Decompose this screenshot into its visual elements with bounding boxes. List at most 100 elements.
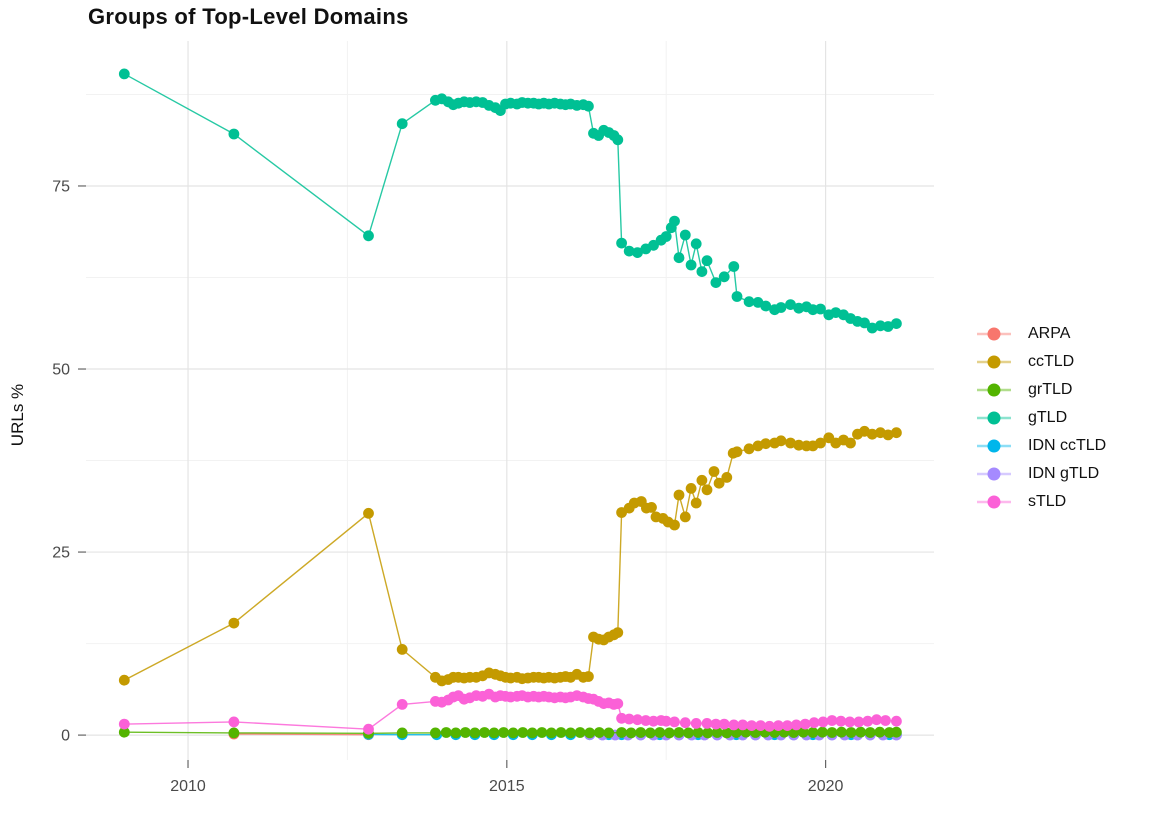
data-point-grtld <box>574 727 586 738</box>
x-tick-label: 2015 <box>489 778 525 795</box>
data-point-grtld <box>625 727 637 739</box>
legend-label-arpa: ARPA <box>1028 325 1071 342</box>
data-point-gtld <box>679 229 691 241</box>
data-point-cctld <box>731 446 743 458</box>
data-point-grtld <box>673 727 685 738</box>
data-point-gtld <box>696 266 708 277</box>
data-point-gtld <box>228 128 240 140</box>
data-point-stld <box>844 716 856 728</box>
data-point-grtld <box>460 727 471 738</box>
legend-label-idn-cctld: IDN ccTLD <box>1028 437 1107 454</box>
data-point-stld <box>612 698 624 709</box>
data-point-stld <box>871 714 882 726</box>
series-points-stld <box>118 688 902 735</box>
data-point-grtld <box>469 727 481 739</box>
data-point-grtld <box>664 727 675 739</box>
data-point-grtld <box>721 727 733 739</box>
data-point-grtld <box>555 727 567 738</box>
legend-item-gtld: gTLD <box>976 404 1106 432</box>
data-point-cctld <box>669 519 680 531</box>
data-point-grtld <box>584 727 596 739</box>
legend-key-grtld <box>977 383 1011 397</box>
data-point-grtld <box>228 727 240 739</box>
data-point-cctld <box>785 437 796 449</box>
data-point-grtld <box>396 727 408 739</box>
data-point-grtld <box>616 727 627 738</box>
data-point-stld <box>799 718 811 730</box>
data-point-gtld <box>673 252 685 264</box>
legend: ARPA ccTLD grTLD gTLD IDN ccTLD IDN gTLD sTLD <box>976 320 1106 516</box>
data-point-gtld <box>785 299 796 310</box>
x-tick-label: 2010 <box>170 778 206 795</box>
data-point-stld <box>746 720 757 731</box>
data-point-grtld <box>864 727 876 738</box>
data-point-grtld <box>593 727 605 738</box>
data-point-gtld <box>363 230 374 242</box>
series-points-gtld <box>118 68 902 334</box>
y-tick-label: 0 <box>61 728 70 745</box>
data-point-grtld <box>546 727 557 739</box>
data-point-cctld <box>696 474 708 486</box>
data-point-stld <box>891 715 902 727</box>
data-point-stld <box>862 715 874 727</box>
data-point-gtld <box>815 303 826 315</box>
data-point-gtld <box>660 231 672 242</box>
data-point-grtld <box>488 727 500 739</box>
data-point-gtld <box>760 300 772 312</box>
data-point-gtld <box>632 247 643 258</box>
data-point-cctld <box>646 502 657 513</box>
data-point-gtld <box>866 322 878 334</box>
legend-item-idn-gtld: IDN gTLD <box>976 460 1106 488</box>
data-point-stld <box>817 716 829 728</box>
data-point-grtld <box>430 727 441 739</box>
data-point-cctld <box>228 617 240 629</box>
legend-label-idn-gtld: IDN gTLD <box>1028 465 1100 482</box>
data-point-stld <box>718 718 730 730</box>
data-point-gtld <box>648 239 659 251</box>
data-point-gtld <box>669 215 680 227</box>
data-point-gtld <box>701 255 713 267</box>
data-point-stld <box>669 716 680 728</box>
data-point-grtld <box>855 726 867 738</box>
data-point-grtld <box>498 727 509 738</box>
data-point-grtld <box>807 727 819 738</box>
data-point-gtld <box>710 277 722 288</box>
data-point-cctld <box>743 443 755 455</box>
data-point-cctld <box>363 507 374 519</box>
data-point-cctld <box>760 438 772 450</box>
data-point-grtld <box>692 727 704 738</box>
series-line-gtld <box>123 73 897 329</box>
data-point-gtld <box>859 317 870 329</box>
data-point-stld <box>826 715 838 726</box>
data-point-stld <box>853 716 865 728</box>
legend-item-grtld: grTLD <box>976 376 1106 404</box>
legend-key-stld <box>977 495 1011 509</box>
data-point-cctld <box>713 477 725 489</box>
data-point-grtld <box>440 727 452 738</box>
legend-item-cctld: ccTLD <box>976 348 1106 376</box>
data-point-cctld <box>882 429 894 441</box>
legend-label-grtld: grTLD <box>1028 381 1073 398</box>
data-point-gtld <box>583 100 594 112</box>
data-point-gtld <box>728 261 740 272</box>
data-point-stld <box>396 699 408 710</box>
data-point-grtld <box>654 727 666 738</box>
data-point-cctld <box>690 497 702 509</box>
data-point-grtld <box>526 727 538 739</box>
data-point-stld <box>728 719 740 731</box>
data-point-cctld <box>708 466 720 477</box>
data-point-cctld <box>679 511 691 523</box>
data-point-gtld <box>743 296 755 308</box>
data-point-gtld <box>616 237 627 249</box>
data-point-cctld <box>866 428 878 440</box>
data-point-cctld <box>721 472 733 483</box>
data-point-grtld <box>711 727 723 738</box>
data-point-grtld <box>644 727 656 739</box>
data-point-stld <box>782 720 793 731</box>
data-point-cctld <box>815 437 826 449</box>
data-point-grtld <box>683 727 694 739</box>
series-points-cctld <box>118 425 902 687</box>
data-point-grtld <box>635 727 647 738</box>
data-point-stld <box>808 717 820 729</box>
data-point-gtld <box>396 118 408 130</box>
